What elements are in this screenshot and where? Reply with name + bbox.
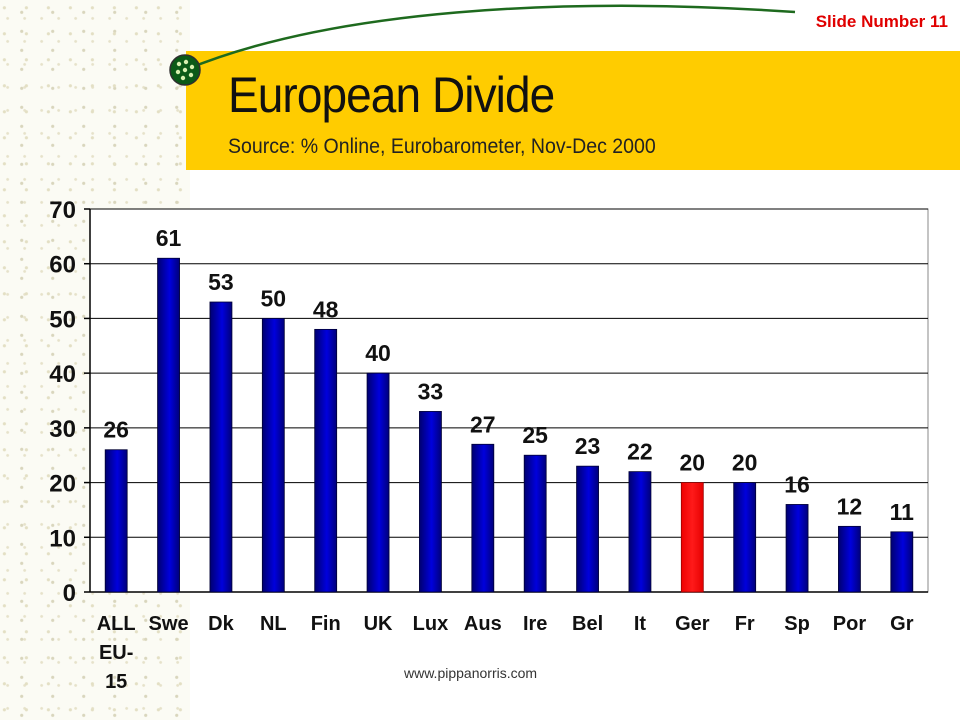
data-label: 50 [261,285,287,311]
bar-gr [890,531,914,593]
data-label: 27 [470,411,496,437]
bar-swe [157,257,180,593]
data-label: 48 [313,296,339,322]
bar-all-eu-15 [104,449,128,593]
bar-fin [314,328,338,593]
bar-sp [785,504,809,593]
category-label: Por [833,613,867,635]
y-tick-label: 0 [63,580,76,607]
category-label: Bel [572,613,603,635]
data-label: 20 [680,450,706,476]
y-tick-label: 30 [49,416,76,443]
page-title: European Divide [228,67,555,123]
category-label: NL [260,613,287,635]
y-tick-label: 50 [49,306,76,333]
category-label: Gr [890,613,914,635]
bar-fr [733,482,757,593]
data-label: 20 [732,450,758,476]
category-label: UK [364,613,393,635]
y-tick-label: 60 [49,252,76,279]
data-label: 23 [575,433,601,459]
data-label: 22 [627,439,653,465]
page-subtitle: Source: % Online, Eurobarometer, Nov-Dec… [228,135,656,158]
category-label: Aus [464,613,502,635]
data-label: 12 [837,493,863,519]
bar-ire [523,454,547,593]
data-label: 16 [784,471,810,497]
category-label: Fin [311,613,341,635]
category-label: ALL [97,613,136,635]
bar-lux [419,411,442,593]
bar-por [838,525,861,593]
category-label: Lux [413,613,449,635]
category-label: Sp [784,613,810,635]
data-label: 53 [208,269,234,295]
bar-ger [680,482,704,593]
category-label: Ger [675,613,710,635]
data-label: 61 [156,225,182,251]
y-tick-label: 10 [49,525,76,552]
category-label: Dk [208,613,234,635]
bar-dk [209,301,233,593]
title-band [186,51,960,170]
bar-it [628,471,652,593]
data-label: 25 [522,422,548,448]
y-tick-label: 20 [49,471,76,498]
slide-number: Slide Number 11 [815,12,948,31]
bar-uk [366,372,390,593]
category-label: EU- [99,642,133,664]
bar-aus [471,443,495,593]
category-label: Ire [523,613,547,635]
data-label: 40 [365,340,391,366]
category-label: Swe [149,613,189,635]
bar-bel [576,465,599,593]
data-label: 26 [103,417,129,443]
data-label: 33 [418,378,444,404]
category-label: Fr [735,613,755,635]
bar-nl [261,318,285,593]
footer-url: www.pippanorris.com [404,665,538,681]
category-label: 15 [105,671,127,693]
y-tick-label: 40 [49,361,76,388]
category-label: It [634,613,647,635]
data-label: 11 [890,499,915,525]
y-tick-label: 70 [49,197,76,224]
